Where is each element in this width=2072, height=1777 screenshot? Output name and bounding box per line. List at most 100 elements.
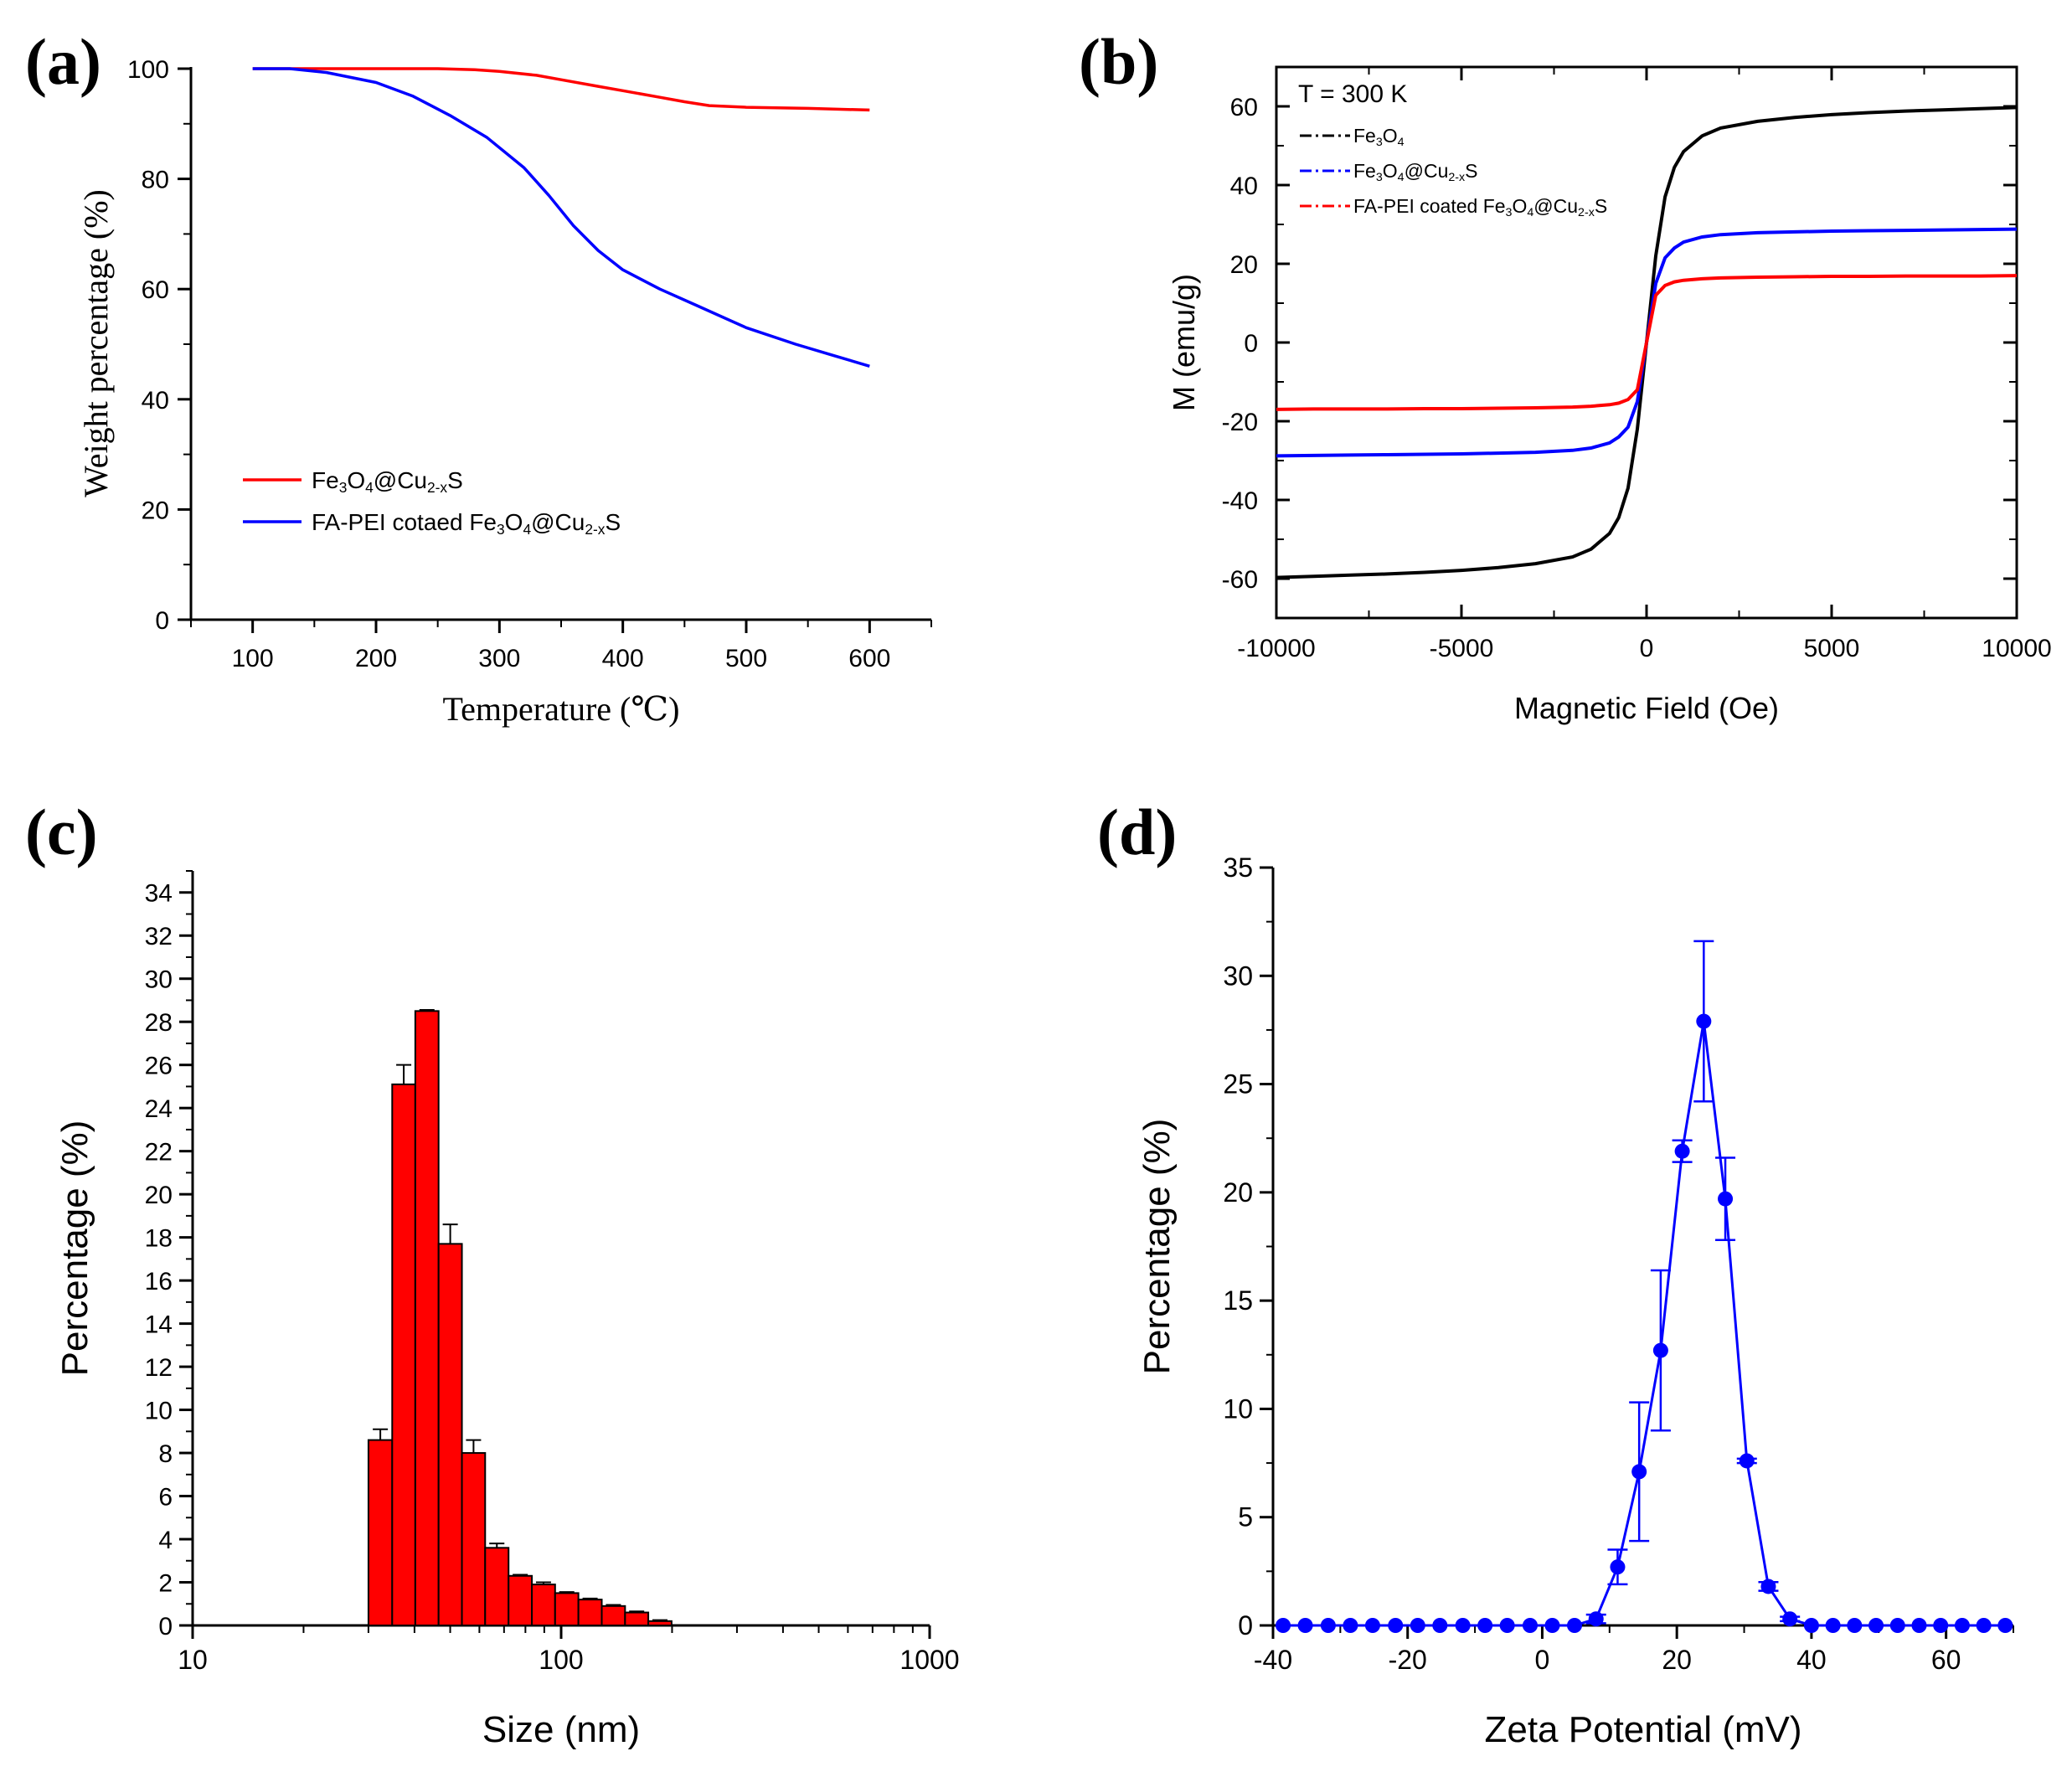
legend-label-1-part: O bbox=[347, 467, 365, 493]
data-point bbox=[1889, 1618, 1905, 1633]
y-tick-label: 12 bbox=[145, 1354, 173, 1382]
legend-label-1-part: 3 bbox=[1376, 136, 1383, 149]
legend-label-2: Fe3O4@Cu2-xS bbox=[1353, 160, 1478, 184]
x-axis-title: Magnetic Field (Oe) bbox=[1514, 691, 1779, 725]
series-curve-2-positive bbox=[1645, 227, 2018, 343]
legend-label-2-part: S bbox=[1465, 160, 1477, 182]
x-tick-label: -5000 bbox=[1430, 635, 1494, 662]
data-point bbox=[1825, 1618, 1841, 1633]
legend-label-2: FA-PEI cotaed Fe3O4@Cu2-xS bbox=[312, 509, 621, 538]
legend-label-2-part: 2-x bbox=[585, 521, 605, 538]
y-tick-label: 20 bbox=[145, 1182, 173, 1209]
legend-label-1-part: 4 bbox=[365, 479, 374, 496]
x-axis-title: Zeta Potential (mV) bbox=[1484, 1709, 1801, 1750]
x-tick-label: 300 bbox=[478, 645, 520, 672]
series-curve-3-positive bbox=[1645, 274, 2018, 343]
legend-label-2-part: @Cu bbox=[1405, 160, 1449, 182]
panel-b: -10000 -5000 0 5000 10000 -60 -40 -20 0 20 40 60 Mag… bbox=[1079, 25, 2052, 725]
panel-c: 10 100 10000246810121416182022242628303234… bbox=[25, 796, 960, 1750]
panel-label: (d) bbox=[1097, 796, 1177, 868]
x-tick-label: 40 bbox=[1796, 1645, 1827, 1675]
legend-label-2-part: S bbox=[605, 509, 621, 535]
legend-label-1-part: Fe bbox=[1353, 125, 1376, 147]
legend-label-3-part: @Cu bbox=[1533, 195, 1578, 217]
y-tick-label: 0 bbox=[158, 1613, 173, 1641]
legend-label-3-part: 3 bbox=[1506, 206, 1513, 219]
legend-label-1-part: Fe bbox=[312, 467, 339, 493]
x-tick-label: 500 bbox=[725, 645, 767, 672]
histogram-bar bbox=[624, 1611, 650, 1627]
data-point bbox=[1499, 1618, 1515, 1633]
legend-label-3-part: 2-x bbox=[1578, 206, 1595, 219]
data-point bbox=[1455, 1618, 1471, 1633]
data-point bbox=[1297, 1618, 1313, 1633]
legend-label-2-part: O bbox=[1383, 160, 1398, 182]
histogram-bar bbox=[367, 1439, 394, 1627]
x-axis-title: Temperature (℃) bbox=[443, 690, 680, 728]
data-point bbox=[1760, 1579, 1776, 1594]
legend-label-3: FA-PEI coated Fe3O4@Cu2-xS bbox=[1353, 195, 1607, 219]
x-tick-label: 600 bbox=[848, 645, 890, 672]
data-point bbox=[1847, 1618, 1863, 1633]
data-point bbox=[1588, 1611, 1604, 1627]
legend-label-2-part: @Cu bbox=[531, 509, 585, 535]
data-point bbox=[1477, 1618, 1493, 1633]
panel-a: 100 200 300 400 500 600 0 20 40 60 80 100 Temperatur… bbox=[25, 25, 932, 728]
histogram-bar bbox=[391, 1083, 416, 1626]
y-tick-label: 0 bbox=[1244, 330, 1258, 358]
data-point bbox=[1522, 1618, 1538, 1633]
histogram-bar bbox=[508, 1574, 533, 1626]
legend-label-1-part: 3 bbox=[339, 479, 348, 496]
y-tick-label: 25 bbox=[1223, 1069, 1253, 1100]
data-point bbox=[1933, 1618, 1949, 1633]
data-point bbox=[1997, 1618, 2013, 1633]
panel-d: -40 -20 0 20 40 60 0 5 10 15 20 25 30 35 Zeta Potentia… bbox=[1097, 796, 2014, 1750]
y-tick-label: 20 bbox=[1230, 251, 1258, 279]
y-tick-label: 10 bbox=[1223, 1393, 1253, 1424]
legend-label-1-part: S bbox=[447, 467, 463, 493]
data-point bbox=[1388, 1618, 1404, 1633]
y-tick-label: 8 bbox=[158, 1440, 173, 1468]
y-tick-label: 30 bbox=[145, 966, 173, 994]
histogram-bar bbox=[437, 1243, 463, 1626]
legend-label-1-part: 4 bbox=[1398, 136, 1405, 149]
data-point bbox=[1718, 1191, 1734, 1207]
y-tick-label: -20 bbox=[1222, 409, 1258, 436]
x-tick-label: 10000 bbox=[1982, 635, 2051, 662]
legend-label-1: Fe3O4 bbox=[1353, 125, 1405, 149]
histogram-bar bbox=[600, 1604, 626, 1626]
x-tick-label: 200 bbox=[355, 645, 397, 672]
y-tick-label: 18 bbox=[145, 1225, 173, 1253]
y-tick-label: 5 bbox=[1238, 1502, 1253, 1532]
legend-label-3-part: 4 bbox=[1527, 206, 1533, 219]
y-tick-label: 60 bbox=[1230, 94, 1258, 121]
x-axis-title: Size (nm) bbox=[482, 1709, 640, 1750]
legend-label-1-part: 2-x bbox=[427, 479, 447, 496]
y-tick-label: 80 bbox=[142, 167, 169, 194]
legend-label-2-part: 3 bbox=[1376, 171, 1383, 184]
legend-label-2-part: O bbox=[505, 509, 523, 535]
y-tick-label: 30 bbox=[1223, 961, 1253, 991]
x-tick-label: 100 bbox=[232, 645, 274, 672]
y-tick-label: 22 bbox=[145, 1139, 173, 1167]
y-tick-label: 26 bbox=[145, 1053, 173, 1080]
histogram-bar bbox=[461, 1452, 487, 1626]
legend-label-1-part: O bbox=[1383, 125, 1398, 147]
panel-label: (b) bbox=[1079, 25, 1158, 98]
data-point bbox=[1432, 1618, 1448, 1633]
legend-label-2-part: FA-PEI cotaed Fe bbox=[312, 509, 497, 535]
legend-label-3-part: FA-PEI coated Fe bbox=[1353, 195, 1506, 217]
data-point bbox=[1320, 1618, 1336, 1633]
data-point bbox=[1364, 1618, 1380, 1633]
y-tick-label: 14 bbox=[145, 1311, 173, 1339]
x-tick-label: 60 bbox=[1931, 1645, 1961, 1675]
y-tick-label: 34 bbox=[145, 880, 173, 908]
legend-label-2-part: 4 bbox=[1398, 171, 1405, 184]
data-point bbox=[1868, 1618, 1884, 1633]
data-point bbox=[1343, 1618, 1358, 1633]
data-point bbox=[1674, 1143, 1690, 1159]
series-line bbox=[1283, 1021, 2006, 1627]
annotation: T = 300 K bbox=[1298, 80, 1407, 108]
y-tick-label: 16 bbox=[145, 1268, 173, 1295]
x-tick-label: -20 bbox=[1389, 1645, 1427, 1675]
